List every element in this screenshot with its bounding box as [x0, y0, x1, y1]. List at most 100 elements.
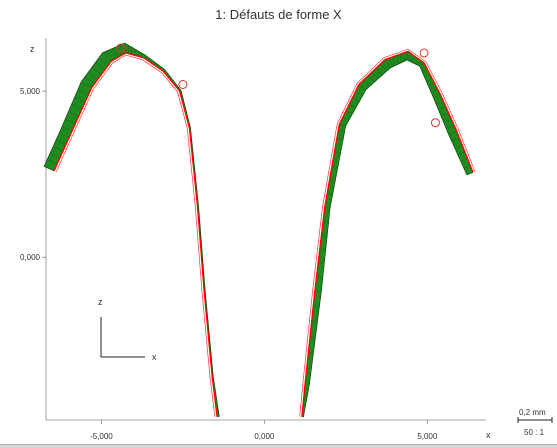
deviation-vector	[84, 76, 95, 84]
deviation-vector	[408, 53, 411, 62]
deviation-vector	[313, 305, 320, 307]
deviation-vector	[109, 49, 117, 59]
deviation-band-left	[43, 42, 220, 418]
x-axis-label: x	[486, 430, 491, 440]
measure-points	[116, 43, 440, 128]
deviation-vector	[61, 126, 73, 132]
deviation-bands	[43, 42, 474, 418]
deviation-vector	[431, 89, 438, 93]
measure-point	[116, 43, 126, 53]
axis-ticks: -5,000 0,000 5,000 5,000 0,000	[20, 87, 438, 441]
z-tick-label: 5,000	[20, 87, 41, 96]
deviation-vector	[331, 165, 338, 168]
x-tick-label: -5,000	[90, 432, 113, 441]
deviation-vector	[342, 117, 350, 121]
deviation-vector	[384, 59, 391, 68]
deviation-vector	[419, 62, 425, 67]
deviation-vector	[406, 51, 408, 61]
deviation-vector	[128, 45, 129, 54]
deviation-vector	[363, 80, 371, 87]
deviation-vector	[88, 72, 99, 80]
deviation-vector	[311, 321, 318, 323]
deviation-vector	[318, 262, 325, 264]
deviation-vector	[117, 46, 122, 56]
x-tick-label: 0,000	[254, 432, 275, 441]
deviation-vector	[345, 110, 353, 115]
deviation-vector	[448, 130, 457, 135]
deviation-vector	[380, 63, 387, 72]
deviation-vector	[316, 276, 323, 278]
deviation-vector	[50, 152, 61, 158]
deviation-vector	[319, 248, 326, 250]
deviation-vector	[358, 84, 367, 90]
deviation-vector	[137, 50, 139, 57]
deviation-vector	[308, 352, 314, 354]
deviation-vector	[314, 290, 322, 292]
deviation-vector	[367, 76, 375, 83]
deviation-vector	[451, 137, 460, 142]
deviation-vector	[334, 151, 341, 154]
nominal-profile-right	[301, 50, 474, 417]
deviation-vector	[445, 124, 455, 129]
deviation-vector	[339, 124, 346, 127]
deviation-vector	[74, 96, 86, 103]
deviation-vector	[91, 67, 102, 75]
deviation-band-right	[301, 50, 474, 418]
deviation-vector	[44, 166, 55, 172]
deviation-vector	[81, 81, 92, 88]
deviation-vector	[413, 57, 417, 64]
deviation-vector	[98, 57, 109, 66]
deviation-vector	[329, 179, 336, 182]
deviation-vector	[392, 56, 397, 66]
deviation-vector	[443, 118, 452, 123]
deviation-vector	[440, 112, 449, 117]
deviation-vector	[106, 51, 114, 61]
nominal-profiles	[53, 48, 476, 417]
axis-orientation-indicator: z x	[98, 297, 157, 362]
deviation-vector	[371, 71, 379, 79]
x-tick-label: 5,000	[417, 432, 438, 441]
deviation-vector	[424, 73, 430, 77]
deviation-vector	[102, 52, 112, 62]
indicator-x-label: x	[152, 352, 157, 362]
deviation-vector	[120, 44, 124, 55]
deviation-vector	[352, 97, 360, 102]
deviation-vector	[77, 89, 89, 96]
scale-label: 0,2 mm	[519, 408, 546, 417]
deviation-vector	[428, 83, 435, 88]
deviation-vector	[306, 367, 312, 369]
deviation-vector	[95, 62, 105, 71]
window-bottom-edge	[0, 444, 557, 448]
deviation-vector	[324, 207, 331, 209]
deviation-vector	[433, 94, 441, 98]
tolerance-line-left	[55, 54, 216, 417]
deviation-vector	[457, 151, 465, 155]
deviation-vector	[309, 336, 316, 338]
scale-bar: 0,2 mm 50 : 1	[517, 408, 553, 437]
deviation-vector	[376, 67, 383, 76]
deviation-vector	[463, 165, 471, 169]
deviation-vector	[396, 55, 399, 64]
deviation-vector	[355, 90, 363, 96]
deviation-vector	[59, 132, 70, 138]
deviation-vector	[68, 111, 79, 117]
deviation-vector	[113, 47, 119, 58]
indicator-z-label: z	[98, 297, 103, 307]
measure-point	[178, 80, 188, 90]
deviation-vector	[421, 68, 427, 72]
deviation-vector	[388, 58, 394, 67]
deviation-vector	[426, 78, 433, 83]
deviation-vector	[415, 58, 419, 65]
deviation-vector	[438, 106, 446, 111]
z-axis-label: z	[30, 44, 35, 54]
deviation-vector	[460, 158, 468, 162]
nominal-profile-left	[53, 52, 218, 417]
z-tick-label: 0,000	[20, 253, 41, 262]
tolerance-line-right	[299, 48, 476, 417]
deviation-vector	[336, 138, 344, 140]
deviation-vector	[321, 234, 328, 237]
deviation-vector	[454, 144, 463, 149]
deviation-vector	[322, 221, 329, 223]
